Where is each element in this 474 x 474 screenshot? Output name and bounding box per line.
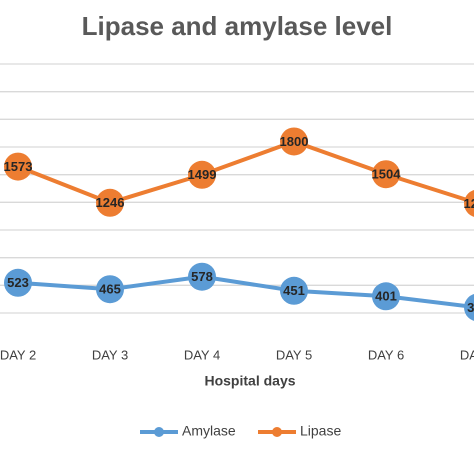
- legend-label: Amylase: [182, 423, 236, 439]
- data-label: 1573: [4, 159, 33, 174]
- series-line: [17, 139, 474, 205]
- data-label: 578: [191, 269, 213, 284]
- point: [96, 188, 124, 217]
- point: [464, 190, 474, 217]
- point: [464, 294, 474, 321]
- x-tick-label: DAY 6: [368, 347, 404, 362]
- data-label: 523: [7, 275, 29, 290]
- point: [96, 275, 124, 304]
- series-line: [17, 274, 474, 309]
- legend-marker: [272, 427, 282, 437]
- data-label: 1499: [188, 167, 217, 182]
- point: [4, 268, 32, 297]
- data-label: 401: [375, 289, 397, 304]
- x-tick-label: DAY 5: [276, 347, 312, 362]
- point: [188, 262, 216, 291]
- x-tick-label: DAY 7: [460, 347, 474, 362]
- data-label: 1800: [280, 134, 309, 149]
- point: [4, 152, 32, 181]
- data-label: 1240: [464, 196, 474, 211]
- x-axis-label: Hospital days: [204, 373, 295, 389]
- point: [280, 276, 308, 305]
- legend-marker: [154, 427, 164, 437]
- point: [372, 160, 400, 189]
- x-tick-label: DAY 4: [184, 347, 220, 362]
- x-tick-label: DAY 2: [0, 347, 36, 362]
- data-label: 1246: [96, 195, 125, 210]
- point: [372, 282, 400, 311]
- point: [188, 160, 216, 189]
- point: [280, 127, 308, 156]
- data-label: 465: [99, 282, 121, 297]
- data-label: 1504: [372, 167, 402, 182]
- x-tick-label: DAY 3: [92, 347, 128, 362]
- data-label: 451: [283, 283, 305, 298]
- data-label: 300: [467, 300, 474, 315]
- chart-title: Lipase and amylase level: [82, 11, 393, 41]
- legend-label: Lipase: [300, 423, 341, 439]
